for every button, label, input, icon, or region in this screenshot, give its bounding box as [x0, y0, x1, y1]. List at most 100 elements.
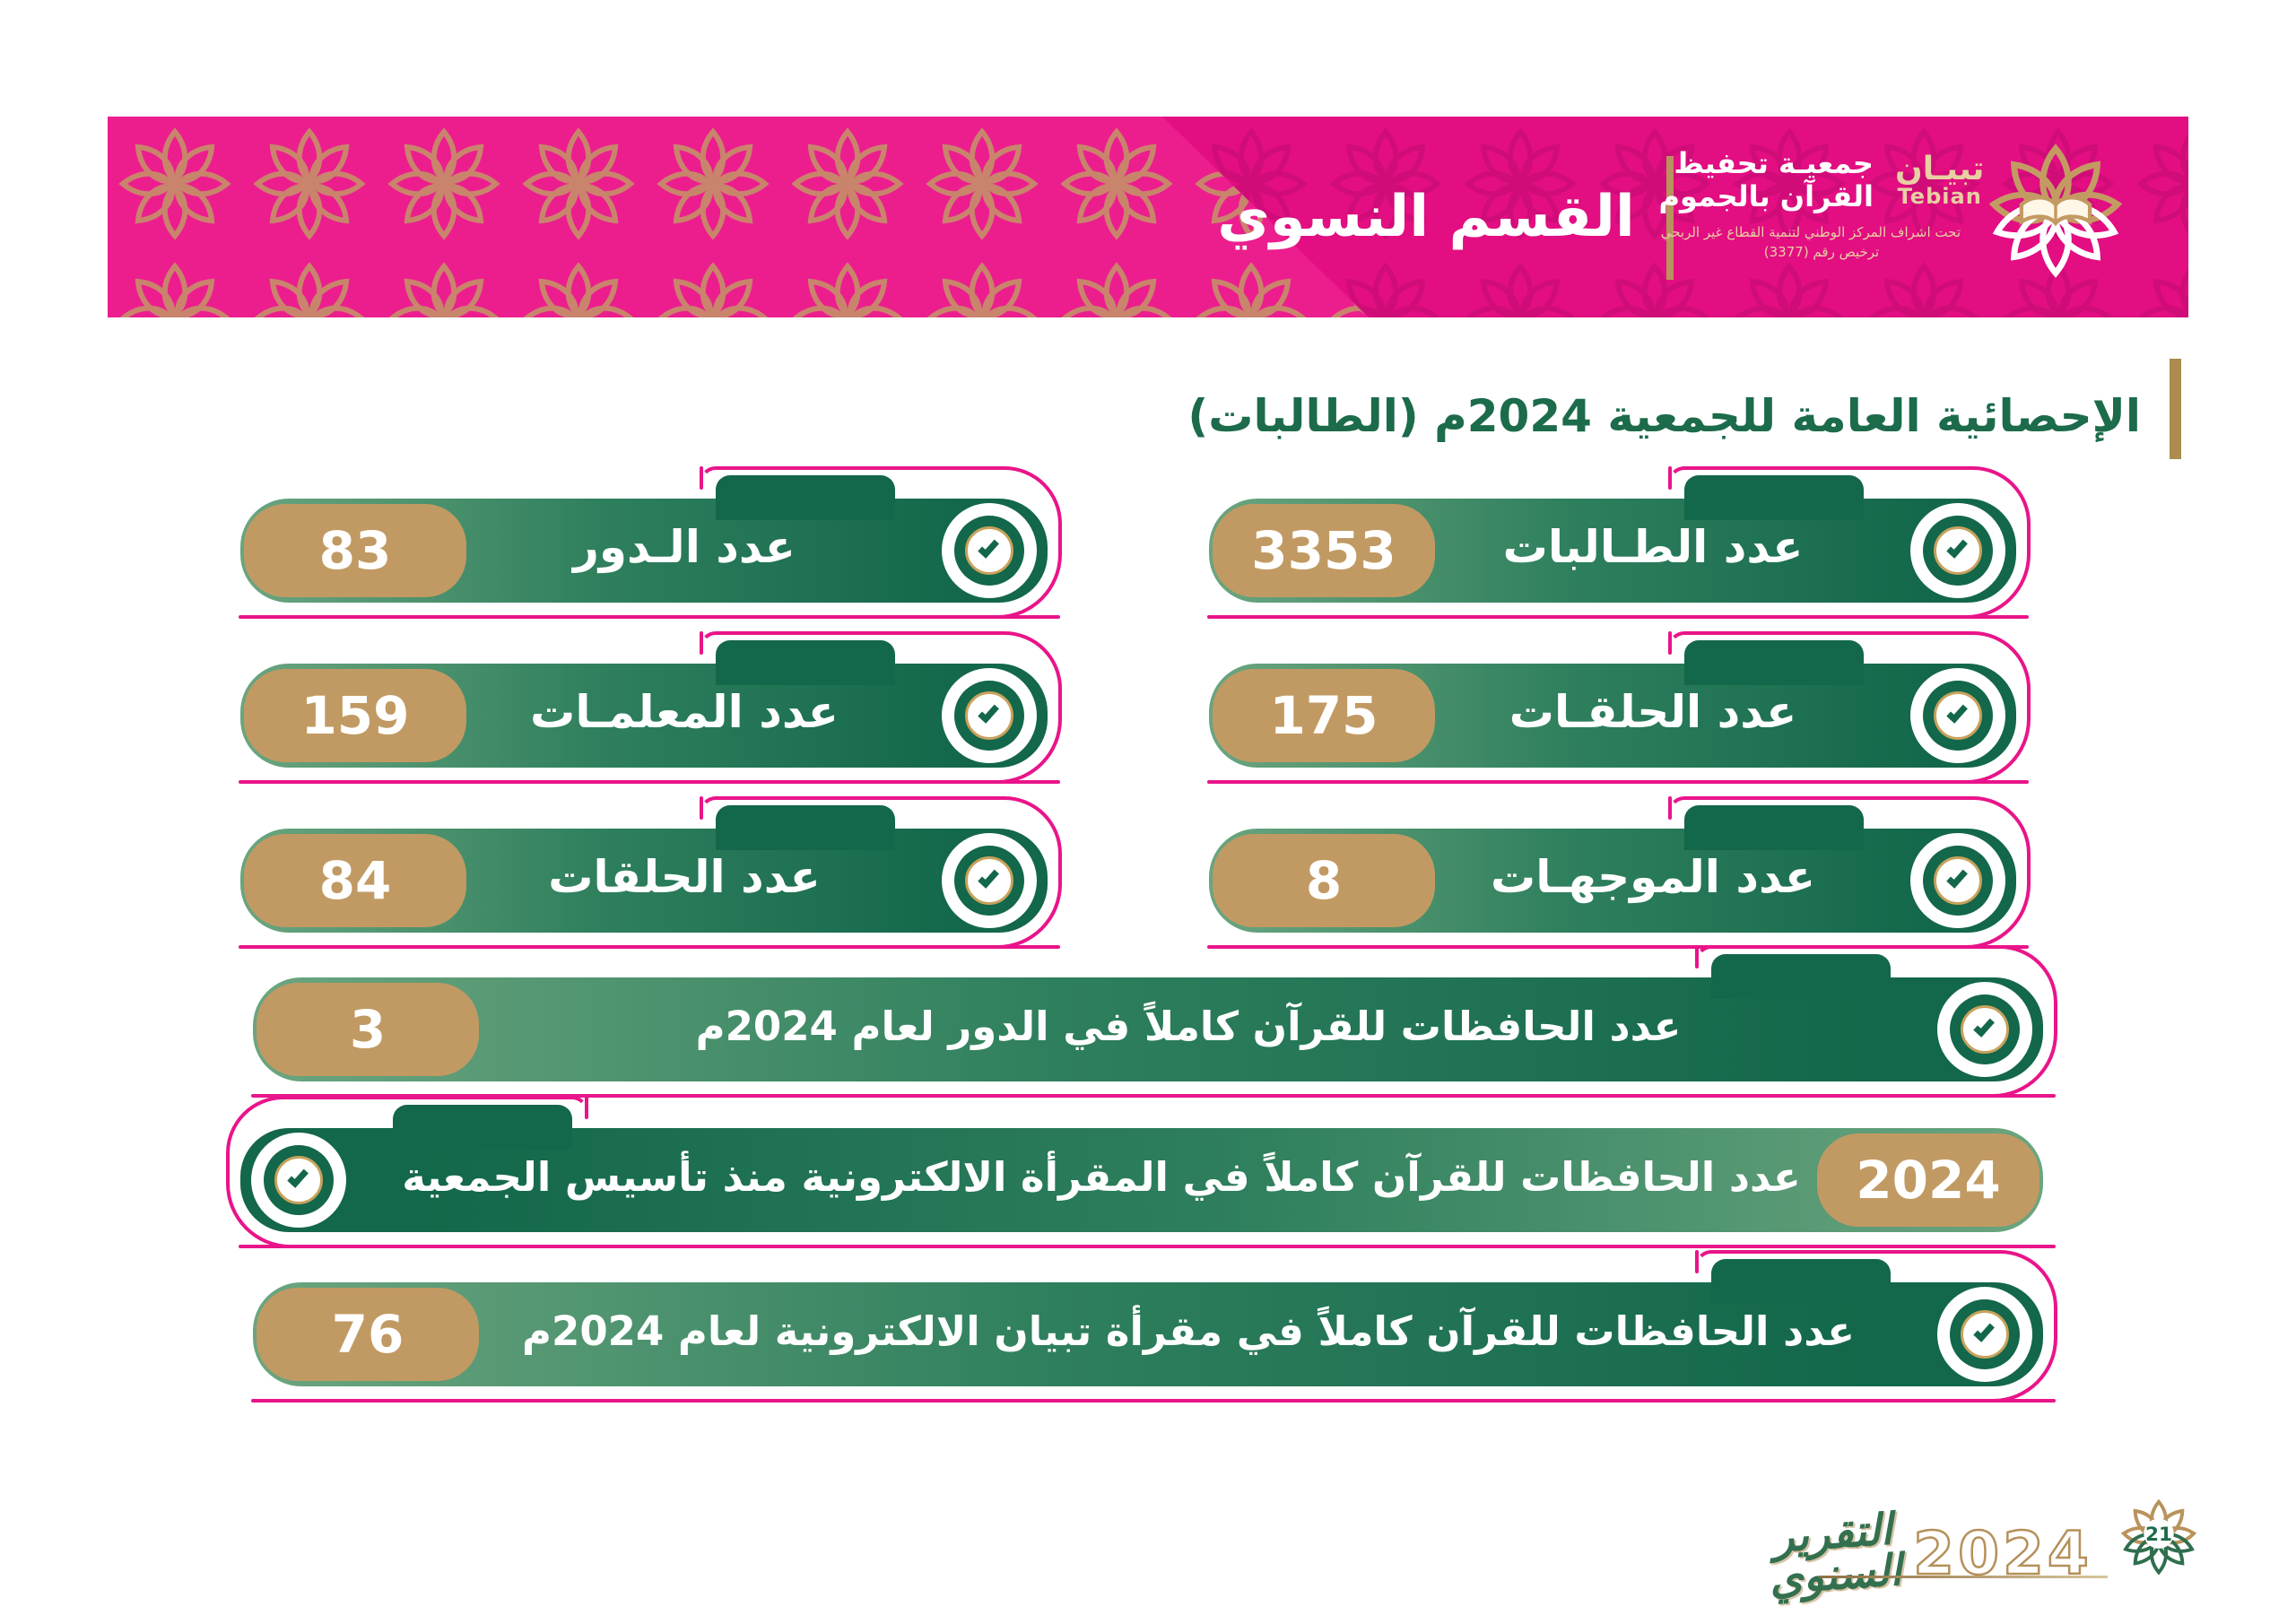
stat-bar-teachers: 159 عدد المعلمـات	[239, 631, 1062, 784]
page-title: القسم النسوي	[1217, 184, 1635, 250]
tebian-logo-icon	[1961, 124, 2151, 310]
stat-value: 3353	[1251, 520, 1396, 581]
stat-value-pill: 8	[1213, 834, 1435, 927]
bar-underline	[239, 1245, 2056, 1248]
bar-underline	[1207, 780, 2029, 784]
bar-underline	[1207, 945, 2029, 949]
org-name-line2: القرآن بالجموم	[1658, 179, 1874, 213]
stat-value-pill: 3	[257, 983, 479, 1076]
org-name: جمعيـة تحفيظ القرآن بالجموم	[1659, 147, 1874, 213]
stat-value: 159	[300, 685, 410, 746]
stat-label: عدد الحافظات للقرآن كاملاً في المقرأة ال…	[402, 1152, 1801, 1201]
org-block: تبيـان Tebian جمعيـة تحفيظ القرآن بالجمو…	[1659, 147, 1985, 260]
bar-outline-tick	[585, 1096, 588, 1119]
stat-label: عدد المعلمـات	[530, 686, 839, 738]
stat-value-pill: 175	[1213, 669, 1435, 762]
org-brand: تبيـان Tebian	[1895, 152, 1984, 209]
check-icon	[1946, 536, 1968, 559]
bar-outline-tick	[700, 631, 703, 655]
bar-top-tab	[393, 1105, 572, 1150]
open-book-icon	[2019, 195, 2092, 227]
check-icon	[1973, 1015, 1995, 1038]
stat-label: عدد الحافظات للقرآن كاملاً في مقرأة تبيا…	[522, 1307, 1855, 1355]
check-icon	[978, 536, 999, 559]
check-icon	[1946, 701, 1968, 724]
stat-bar-memorizers-homes-2024: 3 عدد الحافظات للقرآن كاملاً في الدور لع…	[251, 945, 2057, 1098]
bar-outline-tick	[1668, 796, 1672, 820]
bar-outline-tick	[700, 466, 703, 490]
check-icon	[1973, 1320, 1995, 1342]
stat-value: 2024	[1856, 1150, 2001, 1211]
stat-label: عدد الحافظات للقرآن كاملاً في الدور لعام…	[695, 1002, 1682, 1050]
stat-value: 76	[331, 1304, 404, 1365]
bar-underline	[239, 945, 1060, 949]
stat-label: عدد الطـالبات	[1502, 521, 1804, 573]
bar-outline-tick	[700, 796, 703, 820]
stat-value: 8	[1305, 850, 1343, 911]
stat-bar-students: 3353 عدد الطـالبات	[1207, 466, 2031, 619]
check-icon	[1946, 866, 1968, 889]
stat-value-pill: 84	[244, 834, 466, 927]
bar-outline-tick	[1668, 631, 1672, 655]
check-badge-icon	[942, 503, 1037, 598]
stat-value-pill: 2024	[1817, 1133, 2039, 1227]
stat-bar-memorizers-tebian-ereader-2024: 76 عدد الحافظات للقرآن كاملاً في مقرأة ت…	[251, 1250, 2057, 1403]
stat-label: عدد الحلقات	[548, 851, 821, 903]
title-accent-bar	[2170, 359, 2181, 459]
check-badge-icon	[1937, 1287, 2032, 1382]
bar-underline	[251, 1399, 2056, 1403]
check-badge-icon	[1937, 982, 2032, 1077]
bar-top-tab	[1684, 640, 1864, 685]
check-badge-icon	[1910, 668, 2005, 763]
stat-value-pill: 3353	[1213, 504, 1435, 597]
bar-top-tab	[1711, 954, 1891, 999]
header-banner: القسم النسوي تبيـان Tebian جمعيـة تحفيظ …	[108, 117, 2188, 317]
check-icon	[978, 866, 999, 889]
footer-flower-emblem: 21	[2121, 1499, 2196, 1575]
section-title: الإحصائية العامة للجمعية 2024م (الطالبات…	[1187, 390, 2141, 442]
stat-bar-memorizers-ereader-since-founding: 2024 عدد الحافظات للقرآن كاملاً في المقر…	[226, 1096, 2056, 1248]
brand-arabic: تبيـان	[1894, 150, 1985, 187]
bar-top-tab	[716, 475, 895, 520]
org-license-number: ترخيص رقم (3377)	[1763, 244, 1880, 260]
stat-bar-circles-2: 84 عدد الحلقات	[239, 796, 1062, 949]
bar-top-tab	[716, 805, 895, 850]
stat-bar-homes: 83 عدد الـدور	[239, 466, 1062, 619]
check-badge-icon	[1910, 503, 2005, 598]
bar-top-tab	[1684, 475, 1864, 520]
bar-top-tab	[716, 640, 895, 685]
stat-value: 83	[318, 520, 392, 581]
footer-year: 2024	[1912, 1518, 2092, 1590]
bar-underline	[239, 615, 1060, 619]
stat-value-pill: 159	[244, 669, 466, 762]
check-badge-icon	[942, 668, 1037, 763]
stat-value: 84	[318, 850, 392, 911]
stat-label: عدد الموجهـات	[1490, 851, 1816, 903]
bar-outline-tick	[1695, 945, 1699, 968]
stat-bar-circles: 175 عدد الحلقـات	[1207, 631, 2031, 784]
org-supervision-note: تحت اشراف المركز الوطني لتنمية القطاع غي…	[1660, 224, 1961, 240]
bar-underline	[251, 1094, 2056, 1098]
page-number: 21	[2145, 1524, 2172, 1546]
stat-label: عدد الحلقـات	[1509, 686, 1797, 738]
section-title-row: الإحصائية العامة للجمعية 2024م (الطالبات…	[1187, 359, 2181, 459]
stat-bar-supervisors: 8 عدد الموجهـات	[1207, 796, 2031, 949]
bar-top-tab	[1711, 1259, 1891, 1304]
org-name-line1: جمعيـة تحفيظ	[1674, 146, 1874, 181]
bar-underline	[1207, 615, 2029, 619]
stat-value-pill: 76	[257, 1288, 479, 1381]
bar-outline-tick	[1668, 466, 1672, 490]
gold-divider	[1666, 156, 1674, 280]
check-icon	[287, 1166, 309, 1188]
stat-value-pill: 83	[244, 504, 466, 597]
stat-label: عدد الـدور	[573, 521, 796, 573]
check-badge-icon	[942, 833, 1037, 928]
check-badge-icon	[251, 1133, 346, 1228]
bar-underline	[239, 780, 1060, 784]
footer-divider-line	[1819, 1576, 2108, 1578]
stat-value: 3	[349, 999, 387, 1060]
banner-content: القسم النسوي تبيـان Tebian جمعيـة تحفيظ …	[108, 117, 2188, 317]
bar-top-tab	[1684, 805, 1864, 850]
check-icon	[978, 701, 999, 724]
